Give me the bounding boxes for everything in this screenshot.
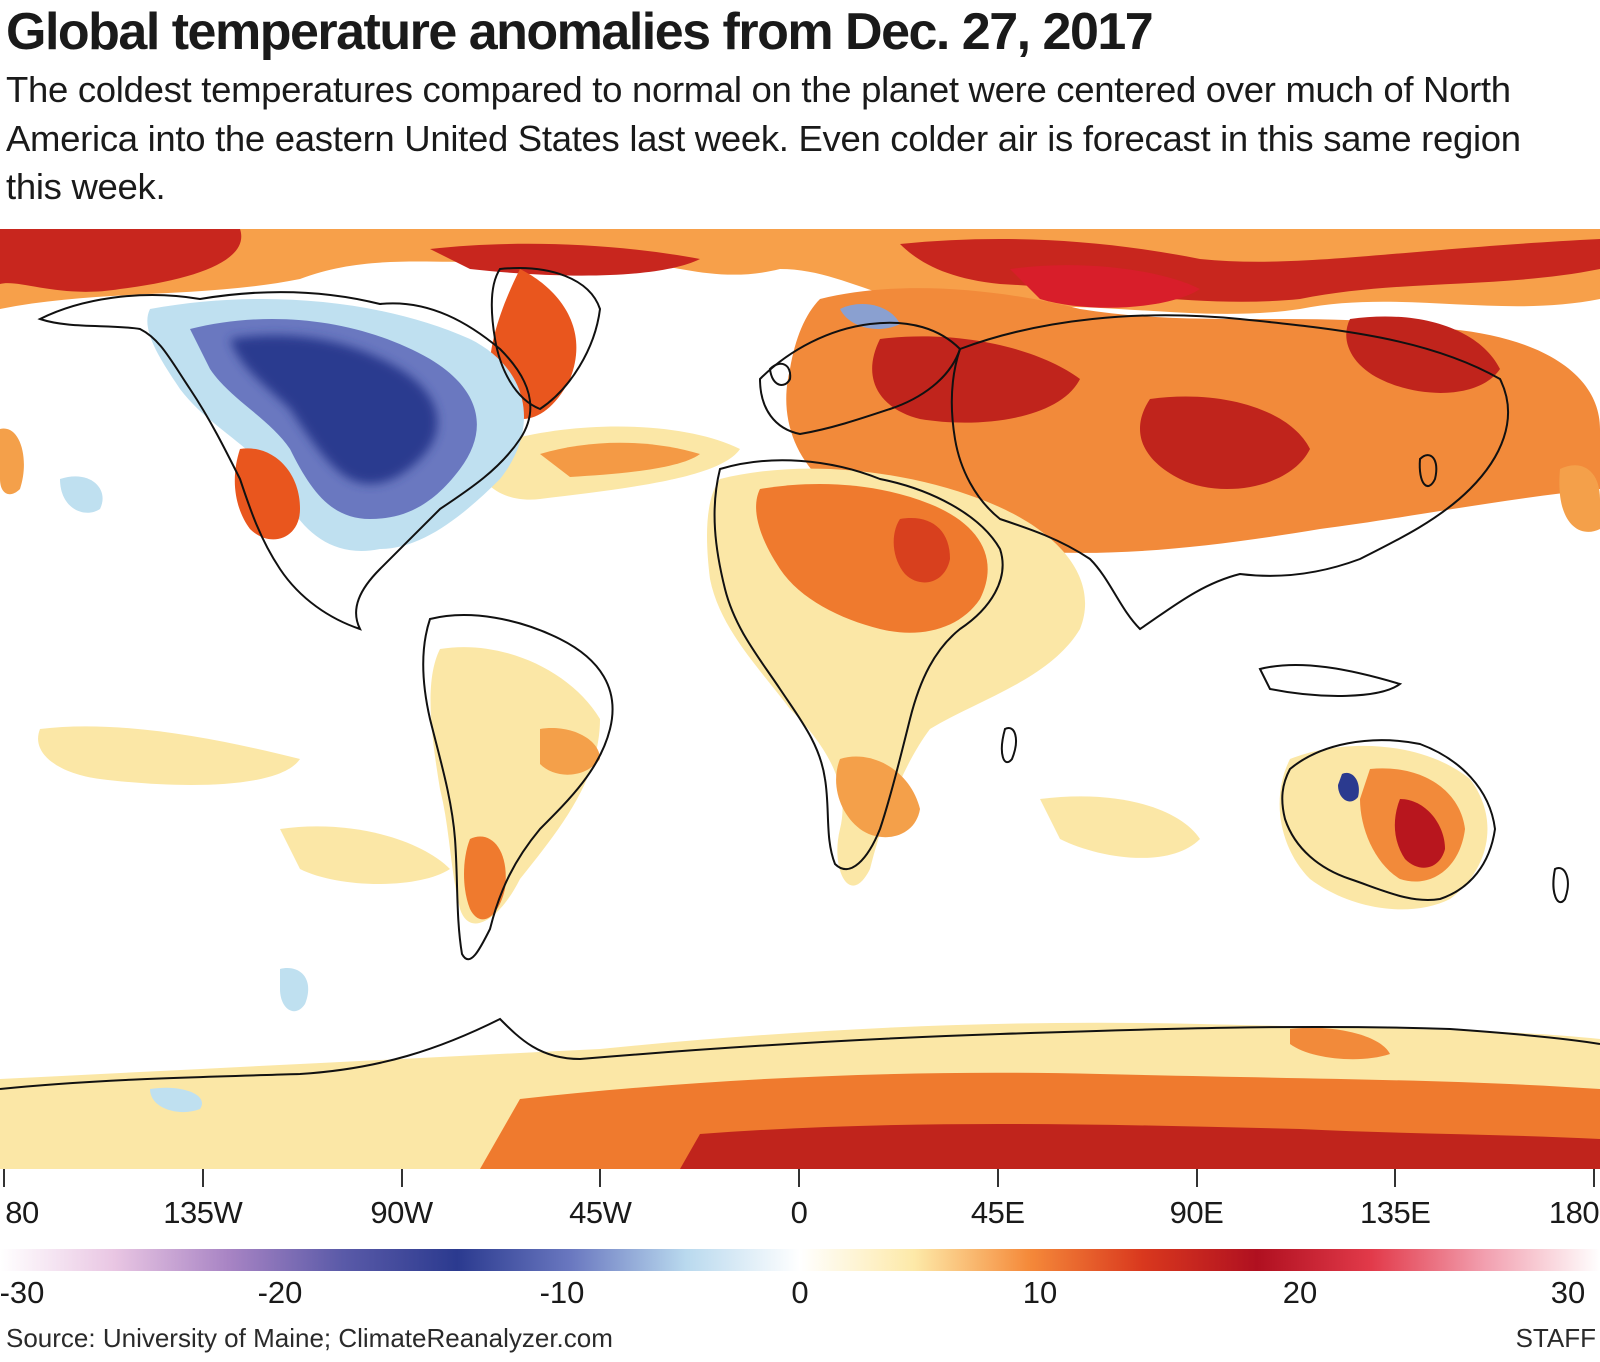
africa-coast — [713, 459, 1004, 871]
longitude-axis: 80 135W 90W 45W 0 45E 90E 135E 180 — [0, 1169, 1600, 1249]
color-scale-label: -10 — [539, 1275, 585, 1310]
siberia-deep-red — [1010, 265, 1200, 308]
color-scale-label: -30 — [0, 1275, 45, 1310]
pacific-cold-2 — [280, 968, 309, 1012]
indonesia-coast — [1258, 664, 1403, 697]
pacific-band-1 — [38, 726, 300, 785]
longitude-tick-mark — [798, 1169, 800, 1187]
europe-coast — [758, 321, 962, 436]
longitude-tick-label: 90E — [1169, 1195, 1224, 1230]
japan-coast — [1418, 454, 1438, 487]
us-southwest-warm — [234, 448, 300, 540]
longitude-tick-mark — [3, 1169, 5, 1187]
atlantic-band-orange — [540, 442, 700, 477]
longitude-tick-mark — [996, 1169, 999, 1187]
color-scale-label: 30 — [1550, 1275, 1586, 1310]
longitude-tick-mark — [201, 1169, 204, 1187]
page-title: Global temperature anomalies from Dec. 2… — [6, 3, 1154, 61]
antarctic-red — [680, 1124, 1600, 1169]
longitude-tick-label: 135W — [163, 1195, 243, 1230]
staff-credit: STAFF — [1515, 1323, 1596, 1353]
australia-cold-spot — [1338, 772, 1359, 802]
longitude-tick-mark — [400, 1169, 403, 1187]
greenland-coast — [490, 267, 602, 411]
pacific-cold-1 — [60, 476, 103, 513]
anomaly-shading — [0, 229, 1600, 1169]
longitude-tick-label: 80 — [5, 1195, 39, 1230]
arctic-red-band — [0, 229, 1600, 302]
longitude-tick-mark — [599, 1169, 602, 1187]
southern-africa-warm — [836, 756, 920, 838]
north-america-coast — [37, 291, 532, 631]
sw-pacific-band — [280, 826, 450, 884]
longitude-tick-label: 135E — [1360, 1195, 1431, 1230]
color-scale-label: 10 — [1022, 1275, 1058, 1310]
color-scale-label: -20 — [257, 1275, 303, 1310]
longitude-tick-label: 45W — [569, 1195, 632, 1230]
africa-red — [893, 518, 950, 583]
page-subtitle: The coldest temperatures compared to nor… — [6, 69, 1521, 207]
nz-coast — [1552, 867, 1569, 904]
longitude-tick-label: 45E — [970, 1195, 1025, 1230]
madagascar-coast — [1001, 727, 1017, 764]
argentina-warm — [464, 836, 506, 920]
na-cold-deep — [230, 335, 438, 484]
australia-red — [1394, 799, 1445, 868]
africa-orange — [756, 484, 988, 633]
source-credit: Source: University of Maine; ClimateRean… — [6, 1323, 613, 1353]
south-america-coast — [422, 614, 614, 961]
color-scale-bar — [0, 1249, 1600, 1271]
color-scale-label: 0 — [791, 1275, 809, 1310]
longitude-tick-mark — [1593, 1169, 1595, 1187]
color-scale-label: 20 — [1282, 1275, 1318, 1310]
longitude-tick-label: 180 — [1548, 1195, 1600, 1230]
australia-coast — [1281, 739, 1497, 901]
brazil-warm — [540, 728, 600, 775]
longitude-tick-mark — [1195, 1169, 1198, 1187]
eurasia-red — [872, 316, 1500, 489]
longitude-tick-label: 90W — [370, 1195, 433, 1230]
antarctic-coast-warm — [1290, 1027, 1390, 1060]
pacific-band-2 — [1040, 796, 1200, 858]
longitude-tick-label: 0 — [790, 1195, 808, 1230]
antarctic-cold — [150, 1087, 202, 1113]
coastlines — [0, 267, 1600, 1090]
asia-coast — [950, 314, 1509, 631]
uk-coast — [768, 362, 792, 386]
antarctica-coast — [0, 1017, 1600, 1090]
anomaly-map — [0, 229, 1600, 1169]
longitude-tick-mark — [1394, 1169, 1397, 1187]
color-scale-rect — [0, 1249, 1600, 1271]
